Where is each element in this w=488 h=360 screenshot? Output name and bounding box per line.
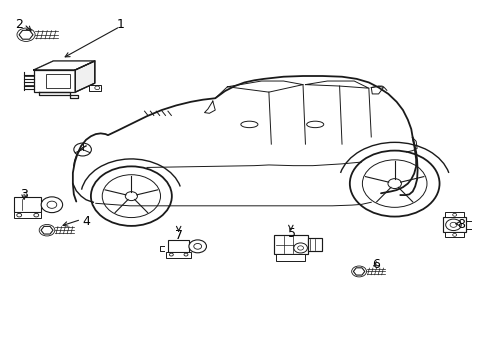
- Bar: [89, 85, 101, 91]
- Circle shape: [17, 213, 21, 217]
- Polygon shape: [34, 61, 95, 70]
- Text: 3: 3: [20, 188, 28, 201]
- Circle shape: [183, 253, 187, 256]
- Bar: [14, 212, 41, 218]
- Polygon shape: [353, 268, 364, 275]
- Circle shape: [41, 197, 62, 213]
- Text: 5: 5: [288, 227, 296, 240]
- Text: 1: 1: [116, 18, 124, 31]
- Text: 2: 2: [15, 18, 23, 31]
- Bar: [445, 212, 463, 217]
- Bar: [273, 235, 307, 255]
- Polygon shape: [19, 30, 33, 39]
- Text: 7: 7: [174, 229, 183, 242]
- Bar: [34, 70, 75, 92]
- Circle shape: [293, 243, 307, 253]
- Polygon shape: [75, 61, 95, 92]
- Bar: [442, 217, 466, 232]
- Text: 6: 6: [371, 258, 379, 271]
- Bar: [445, 232, 463, 237]
- Text: 8: 8: [457, 218, 465, 231]
- Circle shape: [445, 219, 460, 230]
- Bar: [276, 255, 305, 261]
- Circle shape: [169, 253, 173, 256]
- Circle shape: [188, 240, 206, 253]
- Bar: [307, 238, 321, 251]
- Bar: [168, 240, 188, 252]
- Text: 4: 4: [82, 215, 90, 228]
- Bar: [46, 74, 70, 88]
- Circle shape: [95, 86, 100, 90]
- Bar: [14, 197, 41, 212]
- Bar: [165, 252, 191, 258]
- Circle shape: [34, 213, 39, 217]
- Polygon shape: [41, 226, 53, 234]
